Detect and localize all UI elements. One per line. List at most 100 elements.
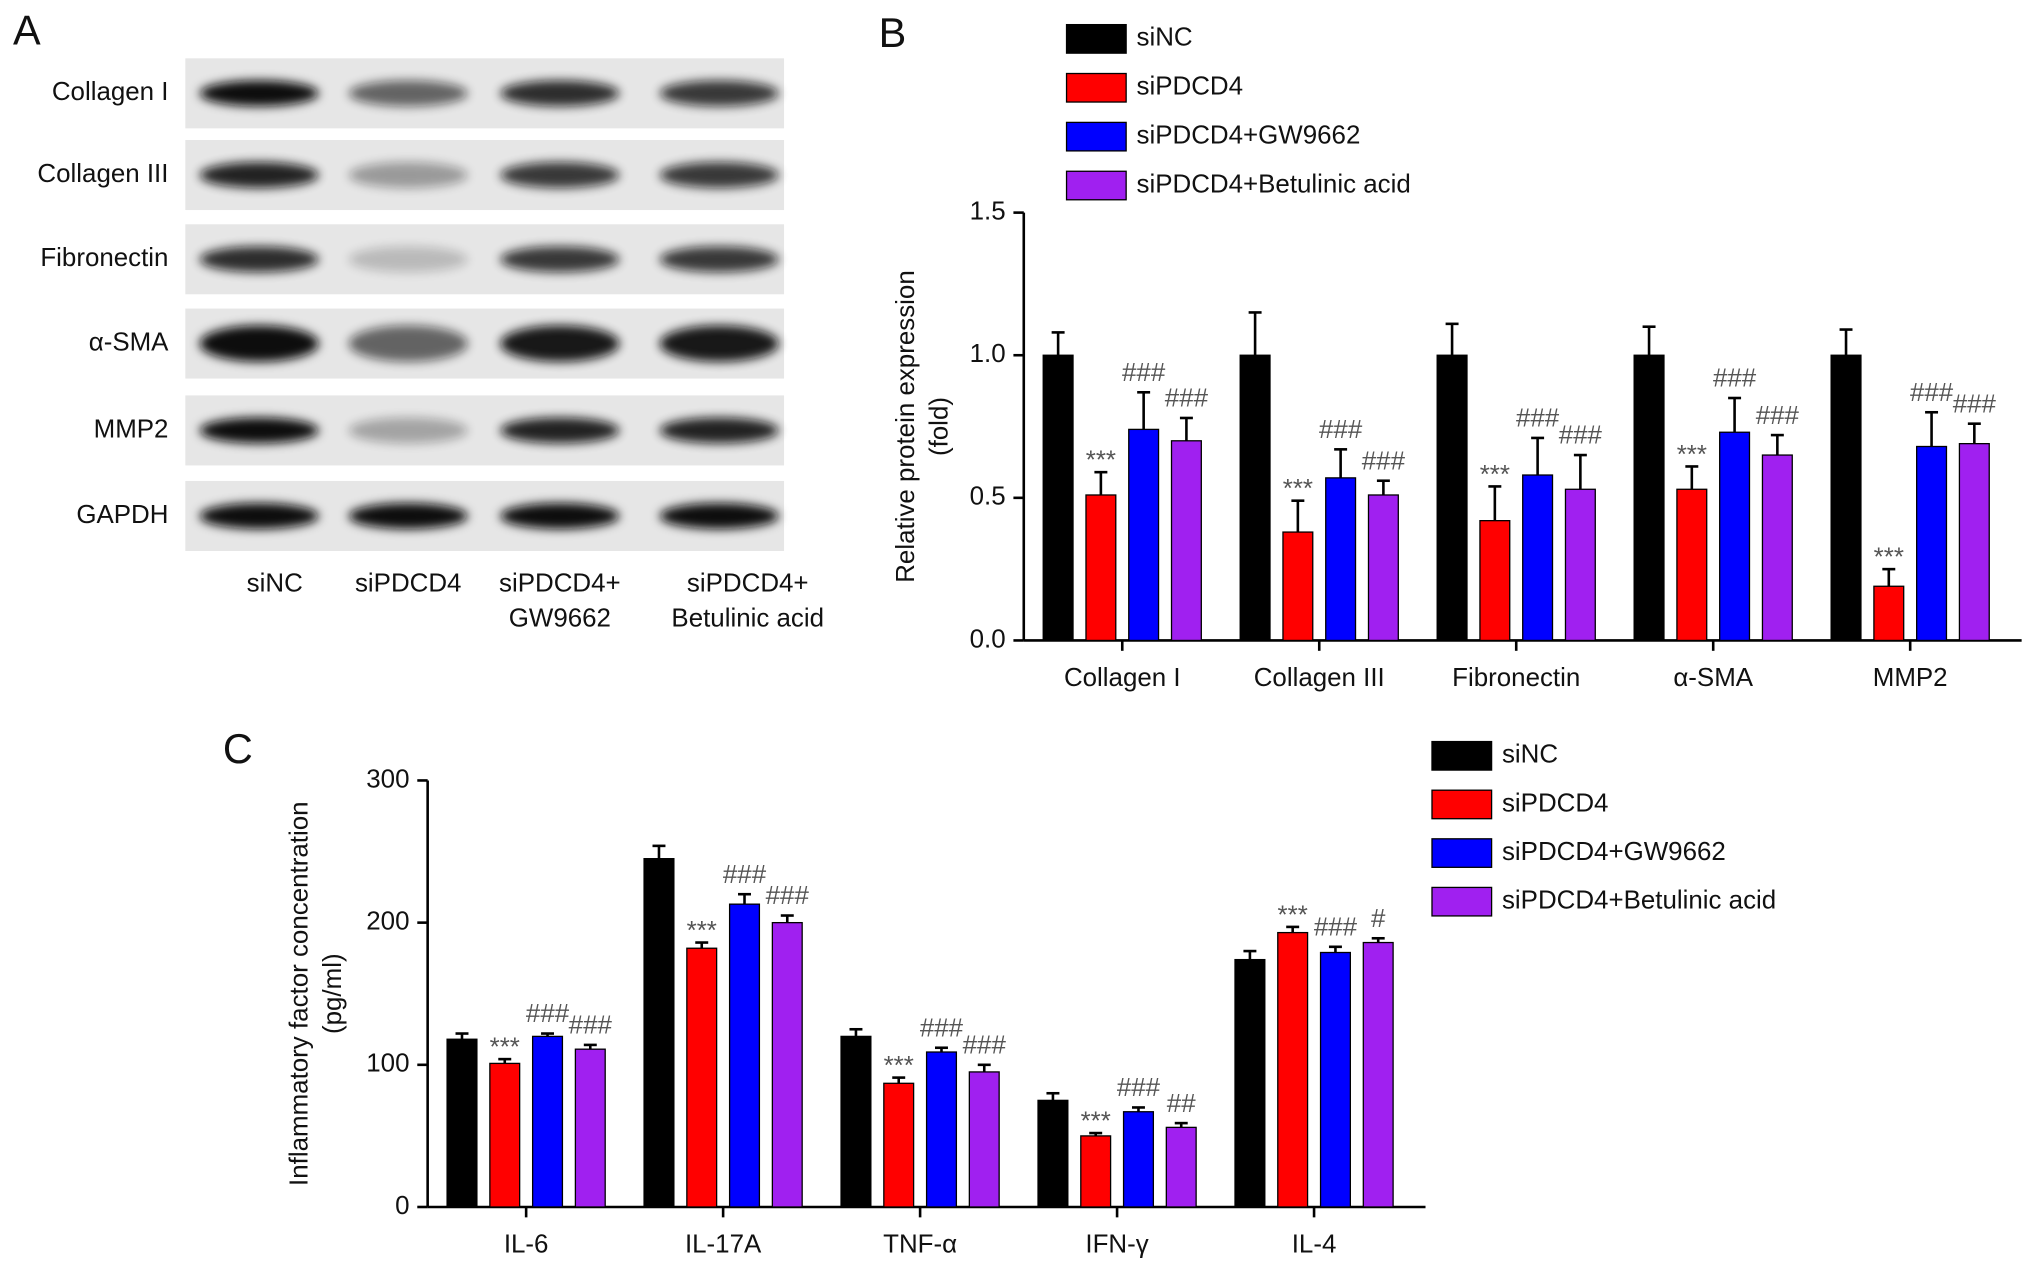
- bar: [1080, 1135, 1112, 1208]
- error-bar: [780, 914, 794, 923]
- x-tick-label: IL-17A: [685, 1231, 762, 1259]
- significance-label: ###: [1319, 416, 1363, 444]
- legend-swatch: [1431, 838, 1493, 868]
- legend-label: siNC: [1137, 24, 1193, 52]
- bar: [1436, 354, 1468, 642]
- blot-column-label: siPDCD4+: [687, 570, 809, 598]
- panel-label: C: [223, 725, 253, 772]
- bar: [968, 1071, 1000, 1208]
- blot-column-label: siNC: [247, 570, 303, 598]
- bar: [1676, 488, 1708, 642]
- blot-band: [199, 80, 319, 107]
- bar: [1479, 520, 1511, 642]
- bar: [1958, 442, 1990, 642]
- blot-band: [348, 80, 468, 107]
- x-tick-label: Collagen III: [1254, 664, 1385, 692]
- bar: [1325, 477, 1357, 642]
- significance-label: ***: [1081, 1108, 1111, 1136]
- significance-label: ###: [1953, 390, 1997, 418]
- significance-label: ###: [1713, 365, 1757, 393]
- blot-band: [500, 417, 620, 444]
- error-bar: [1839, 328, 1853, 356]
- bar: [1633, 354, 1665, 642]
- error-bar: [738, 892, 751, 905]
- blot-band: [199, 162, 319, 188]
- significance-label: ###: [1910, 379, 1954, 407]
- x-tick-label: IFN-γ: [1085, 1231, 1148, 1259]
- legend-swatch: [1065, 23, 1127, 54]
- significance-label: ###: [1117, 1074, 1161, 1102]
- blot-band: [199, 246, 319, 273]
- x-tick-label: IL-6: [504, 1231, 549, 1259]
- blot-band: [348, 503, 468, 529]
- blot-band: [348, 325, 468, 362]
- error-bar: [977, 1063, 991, 1072]
- error-bar: [1174, 1121, 1188, 1128]
- error-bar: [1882, 567, 1896, 587]
- bar: [531, 1035, 564, 1208]
- error-bar: [498, 1057, 512, 1064]
- bar: [1761, 454, 1793, 642]
- error-bar: [1925, 410, 1939, 447]
- blot-band: [199, 325, 319, 362]
- error-bar: [935, 1046, 948, 1053]
- y-tick-label: 0: [395, 1192, 409, 1220]
- error-bar: [1531, 436, 1545, 476]
- y-axis-label: (fold): [926, 397, 954, 456]
- error-bar: [1573, 453, 1587, 490]
- blot-band: [500, 162, 620, 188]
- bar: [883, 1082, 915, 1208]
- significance-label: ###: [963, 1032, 1007, 1060]
- error-bar: [1137, 391, 1151, 430]
- y-tick-label: 0.5: [970, 483, 1006, 511]
- legend-swatch: [1431, 740, 1493, 771]
- significance-label: ***: [884, 1052, 914, 1080]
- error-bar: [1445, 322, 1459, 356]
- error-bar: [1967, 422, 1981, 444]
- bar: [643, 858, 675, 1208]
- y-axis-label: Relative protein expression: [892, 270, 920, 583]
- bar: [925, 1051, 958, 1208]
- bar: [1522, 474, 1554, 642]
- error-bar: [1179, 416, 1193, 441]
- blot-band: [659, 162, 779, 188]
- significance-label: ***: [687, 917, 717, 945]
- bar: [1037, 1099, 1069, 1208]
- legend-label: siPDCD4+Betulinic acid: [1137, 170, 1411, 198]
- legend-label: siPDCD4+GW9662: [1137, 121, 1361, 149]
- x-tick-label: Fibronectin: [1452, 664, 1580, 692]
- legend-label: siPDCD4+Betulinic acid: [1502, 887, 1776, 915]
- bar: [1873, 585, 1905, 642]
- error-bar: [1728, 396, 1742, 433]
- error-bar: [1291, 499, 1305, 533]
- panel-label: B: [879, 9, 907, 56]
- blot-row-label: GAPDH: [76, 501, 168, 529]
- blot-band: [348, 417, 468, 444]
- error-bar: [1131, 1106, 1145, 1112]
- error-bar: [1770, 433, 1784, 456]
- bar: [1564, 488, 1596, 642]
- significance-label: ***: [1874, 544, 1904, 572]
- y-tick-label: 1.5: [970, 197, 1006, 225]
- error-bar: [1371, 936, 1385, 943]
- error-bar: [1089, 1131, 1103, 1136]
- error-bar: [1488, 485, 1502, 521]
- error-bar: [652, 844, 666, 859]
- error-bar: [892, 1076, 906, 1084]
- bar: [1234, 958, 1266, 1208]
- y-tick-label: 100: [366, 1050, 409, 1078]
- significance-label: ###: [1756, 402, 1800, 430]
- legend-swatch: [1431, 886, 1493, 917]
- blot-column-label: Betulinic acid: [671, 605, 824, 633]
- error-bar: [1376, 479, 1390, 495]
- bar: [771, 921, 803, 1208]
- significance-label: ***: [1677, 441, 1707, 469]
- y-axis-label: (pg/ml): [319, 953, 347, 1034]
- error-bar: [849, 1027, 863, 1037]
- error-bar: [1334, 448, 1348, 478]
- significance-label: ***: [1283, 475, 1313, 503]
- bar: [1128, 428, 1160, 642]
- panel-label: A: [13, 7, 41, 54]
- y-tick-label: 0.0: [970, 625, 1006, 653]
- bar: [1367, 494, 1399, 642]
